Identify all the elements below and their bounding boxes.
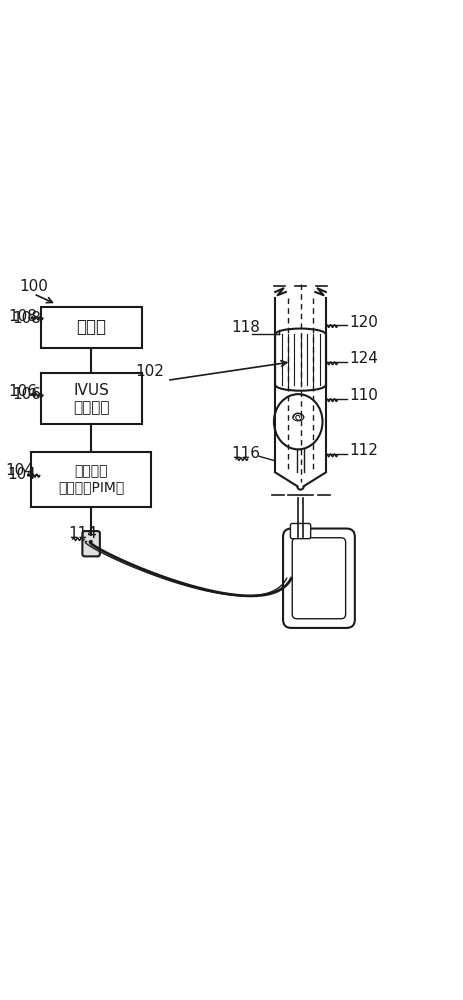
FancyBboxPatch shape xyxy=(40,307,142,348)
Text: 110: 110 xyxy=(349,388,378,403)
Text: 116: 116 xyxy=(232,446,261,461)
Text: 监视器: 监视器 xyxy=(76,318,106,336)
FancyBboxPatch shape xyxy=(290,523,311,539)
FancyBboxPatch shape xyxy=(82,531,100,556)
Text: 108: 108 xyxy=(12,311,41,326)
Text: 106: 106 xyxy=(12,387,41,402)
FancyBboxPatch shape xyxy=(283,529,355,628)
Text: 108: 108 xyxy=(8,309,37,324)
FancyBboxPatch shape xyxy=(292,538,346,619)
Text: 112: 112 xyxy=(349,443,378,458)
Text: 102: 102 xyxy=(135,364,164,379)
Text: 124: 124 xyxy=(349,351,378,366)
Text: 114: 114 xyxy=(68,526,97,541)
Text: IVUS
处理系统: IVUS 处理系统 xyxy=(73,383,109,415)
Text: 120: 120 xyxy=(349,315,378,330)
Text: 100: 100 xyxy=(20,279,49,294)
Text: 104: 104 xyxy=(5,463,34,478)
Text: 118: 118 xyxy=(232,320,260,335)
Text: 106: 106 xyxy=(8,384,38,399)
Text: 104: 104 xyxy=(8,467,37,482)
FancyBboxPatch shape xyxy=(31,452,151,507)
Ellipse shape xyxy=(274,394,323,449)
Text: 患者接口
监测器（PIM）: 患者接口 监测器（PIM） xyxy=(58,464,124,494)
FancyBboxPatch shape xyxy=(40,373,142,424)
